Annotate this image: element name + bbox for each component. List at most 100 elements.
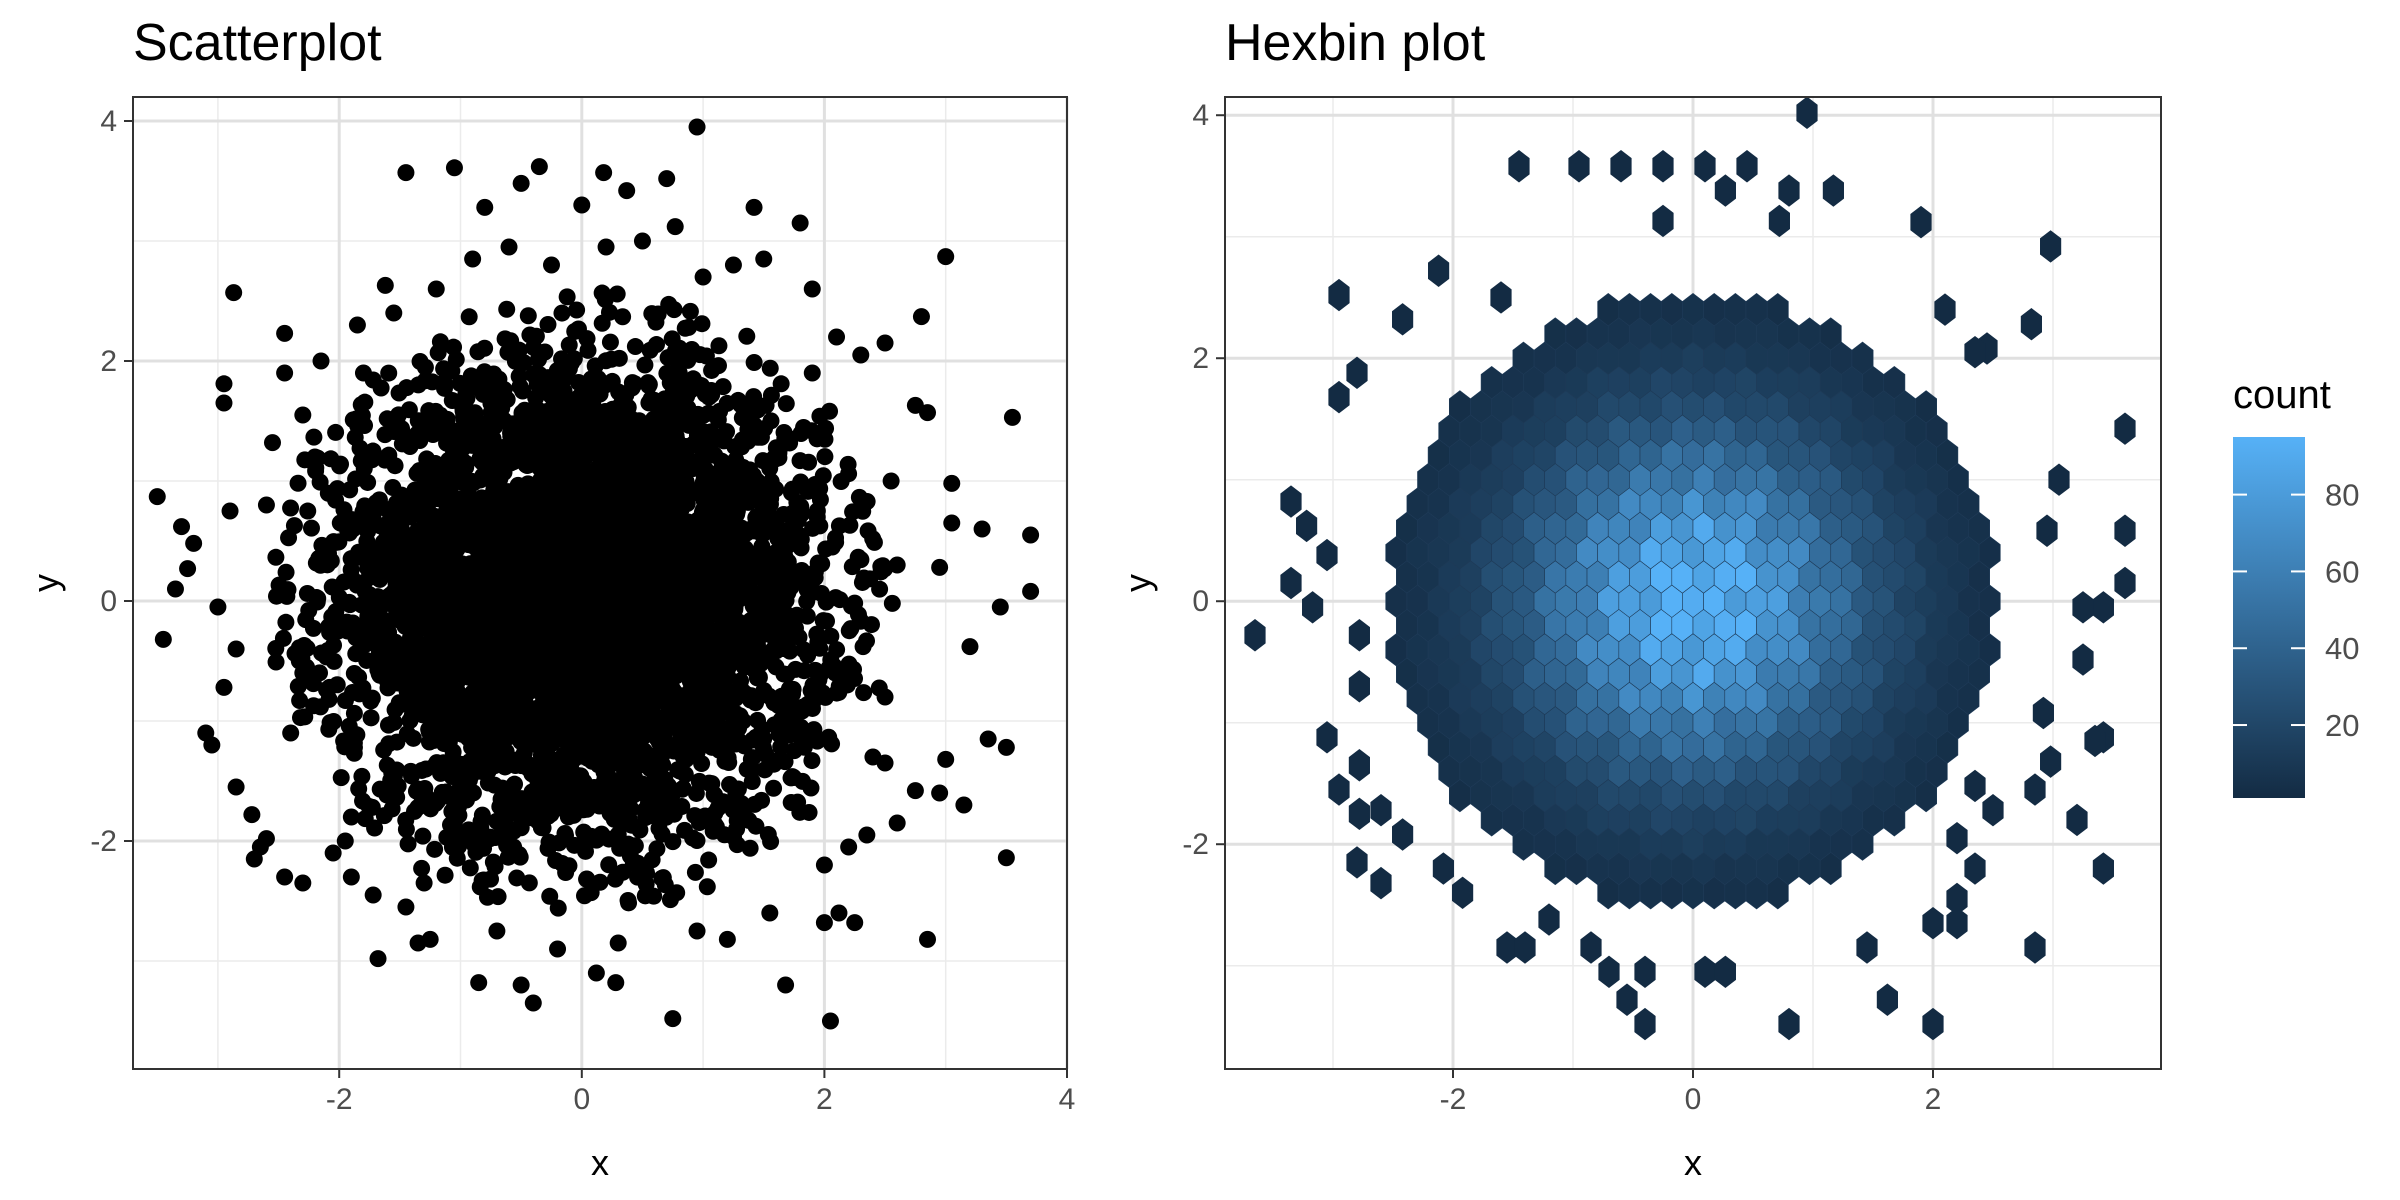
scatter-point <box>795 662 813 680</box>
scatter-point <box>755 646 773 664</box>
scatter-point <box>802 422 820 440</box>
scatter-point <box>684 829 702 847</box>
scatter-point <box>855 684 873 702</box>
scatter-point <box>328 676 346 694</box>
scatter-point <box>571 506 589 524</box>
scatter-point <box>539 315 557 333</box>
scatter-point <box>566 322 584 340</box>
scatter-point <box>484 656 502 674</box>
scatter-point <box>538 639 556 657</box>
scatter-point <box>461 859 479 877</box>
scatter-point <box>831 591 849 609</box>
scatter-point <box>665 301 683 319</box>
scatter-point <box>576 440 594 458</box>
scatter-point <box>851 611 869 629</box>
scatter-point <box>808 502 826 520</box>
scatter-point <box>433 666 451 684</box>
scatter-point <box>772 375 790 393</box>
scatter-point <box>832 473 850 491</box>
scatterplot-points <box>148 118 1040 1030</box>
scatter-point <box>345 665 363 683</box>
scatter-point <box>686 863 704 881</box>
scatter-point <box>421 653 439 671</box>
scatter-point <box>388 788 406 806</box>
scatter-point <box>443 362 461 380</box>
scatter-point <box>436 866 454 884</box>
scatter-point <box>397 550 415 568</box>
scatter-point <box>291 691 309 709</box>
scatter-point <box>665 742 683 760</box>
scatter-point <box>700 531 718 549</box>
scatter-point <box>740 811 758 829</box>
scatter-point <box>322 450 340 468</box>
scatter-point <box>708 480 726 498</box>
scatter-point <box>484 853 502 871</box>
scatter-point <box>556 477 574 495</box>
scatter-point <box>600 830 618 848</box>
scatter-point <box>655 729 673 747</box>
scatter-point <box>546 551 564 569</box>
scatter-point <box>727 575 745 593</box>
scatter-point <box>344 614 362 632</box>
scatter-point <box>514 413 532 431</box>
scatter-point <box>604 663 622 681</box>
scatter-point <box>562 756 580 774</box>
scatter-point <box>707 683 725 701</box>
scatter-point <box>385 422 403 440</box>
scatter-point <box>540 662 558 680</box>
scatter-point <box>614 308 632 326</box>
scatter-point <box>553 854 571 872</box>
scatter-point <box>739 432 757 450</box>
scatter-point <box>701 438 719 456</box>
scatter-point <box>511 377 529 395</box>
scatter-point <box>539 473 557 491</box>
scatter-point <box>445 434 463 452</box>
scatter-point <box>734 684 752 702</box>
scatter-point <box>662 789 680 807</box>
scatter-point <box>600 856 618 874</box>
scatter-point <box>814 684 832 702</box>
scatter-point <box>336 692 354 710</box>
scatter-point <box>277 563 295 581</box>
scatter-point <box>684 454 702 472</box>
scatter-point <box>512 603 530 621</box>
scatter-point <box>359 559 377 577</box>
scatter-point <box>738 327 756 345</box>
scatter-point <box>391 648 409 666</box>
scatter-point <box>681 669 699 687</box>
scatter-point <box>588 786 606 804</box>
scatter-point <box>340 593 358 611</box>
scatter-point <box>505 558 523 576</box>
scatter-point <box>453 587 471 605</box>
scatter-point <box>549 506 567 524</box>
scatter-point <box>785 710 803 728</box>
scatter-point <box>387 665 405 683</box>
scatter-point <box>532 383 550 401</box>
scatter-point <box>707 818 725 836</box>
scatter-point <box>626 837 644 855</box>
scatter-point <box>506 352 524 370</box>
scatter-point <box>762 626 780 644</box>
scatter-point <box>330 533 348 551</box>
scatter-point <box>690 772 708 790</box>
scatter-point <box>332 769 350 787</box>
scatter-point <box>576 842 594 860</box>
scatter-point <box>616 804 634 822</box>
scatter-point <box>850 488 868 506</box>
scatter-point <box>280 529 298 547</box>
scatter-point <box>817 419 835 437</box>
scatter-point <box>327 423 345 441</box>
scatter-point <box>556 369 574 387</box>
scatter-point <box>527 649 545 667</box>
scatter-point <box>631 464 649 482</box>
scatter-point <box>747 601 765 619</box>
scatter-point <box>803 752 821 770</box>
scatter-point <box>828 641 846 659</box>
scatter-point <box>575 887 593 905</box>
scatter-point <box>636 356 654 374</box>
scatter-point <box>307 462 325 480</box>
scatter-point <box>593 314 611 332</box>
scatter-point <box>483 498 501 516</box>
scatter-point <box>774 581 792 599</box>
